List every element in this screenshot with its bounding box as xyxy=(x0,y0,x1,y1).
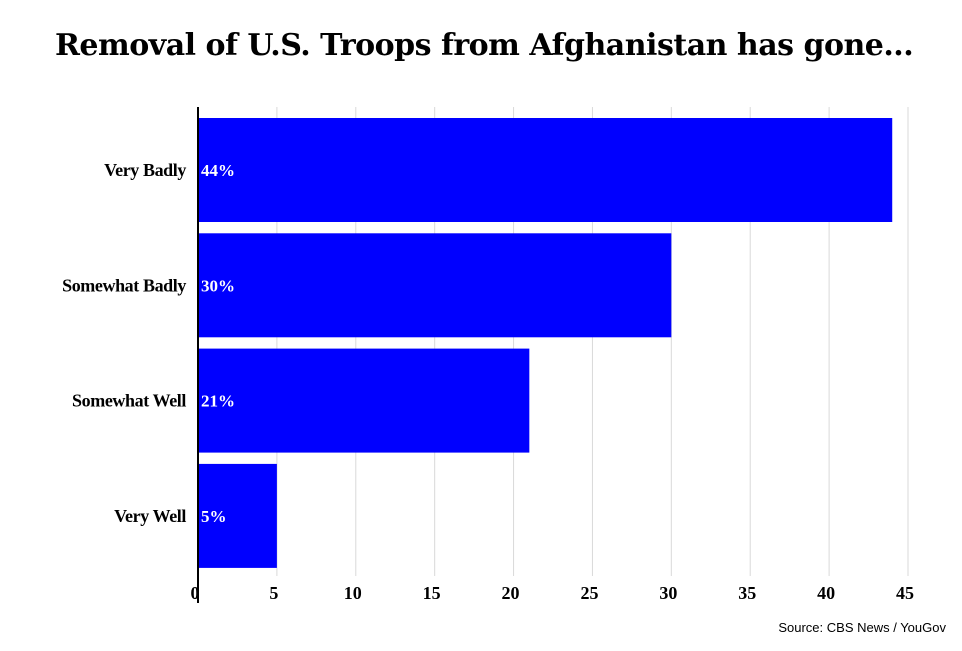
chart-title: Removal of U.S. Troops from Afghanistan … xyxy=(55,28,914,63)
category-label-1: Somewhat Badly xyxy=(62,275,186,295)
value-label-0: 44% xyxy=(201,161,235,180)
category-label-3: Very Well xyxy=(114,506,186,526)
source-note: Source: CBS News / YouGov xyxy=(778,620,946,635)
x-tick-label-20: 20 xyxy=(502,583,520,603)
x-tick-label-35: 35 xyxy=(738,583,756,603)
category-label-0: Very Badly xyxy=(104,160,186,180)
labels: 0 5 10 15 20 25 30 35 40 45 Very Badly 44% Somewhat … xyxy=(62,160,914,603)
value-label-1: 30% xyxy=(201,276,235,295)
x-tick-label-25: 25 xyxy=(580,583,598,603)
value-label-2: 21% xyxy=(201,392,235,411)
x-tick-label-0: 0 xyxy=(191,583,200,603)
x-tick-label-5: 5 xyxy=(269,583,278,603)
x-tick-label-40: 40 xyxy=(817,583,835,603)
value-label-3: 5% xyxy=(201,507,227,526)
category-label-2: Somewhat Well xyxy=(72,391,186,411)
bar-3 xyxy=(198,463,277,568)
x-tick-label-15: 15 xyxy=(423,583,441,603)
bar-0 xyxy=(198,118,893,222)
x-tick-label-45: 45 xyxy=(896,583,914,603)
x-tick-label-10: 10 xyxy=(344,583,362,603)
bar-2 xyxy=(198,348,530,453)
bar-1 xyxy=(198,233,672,338)
x-tick-label-30: 30 xyxy=(659,583,677,603)
bars xyxy=(198,118,893,568)
